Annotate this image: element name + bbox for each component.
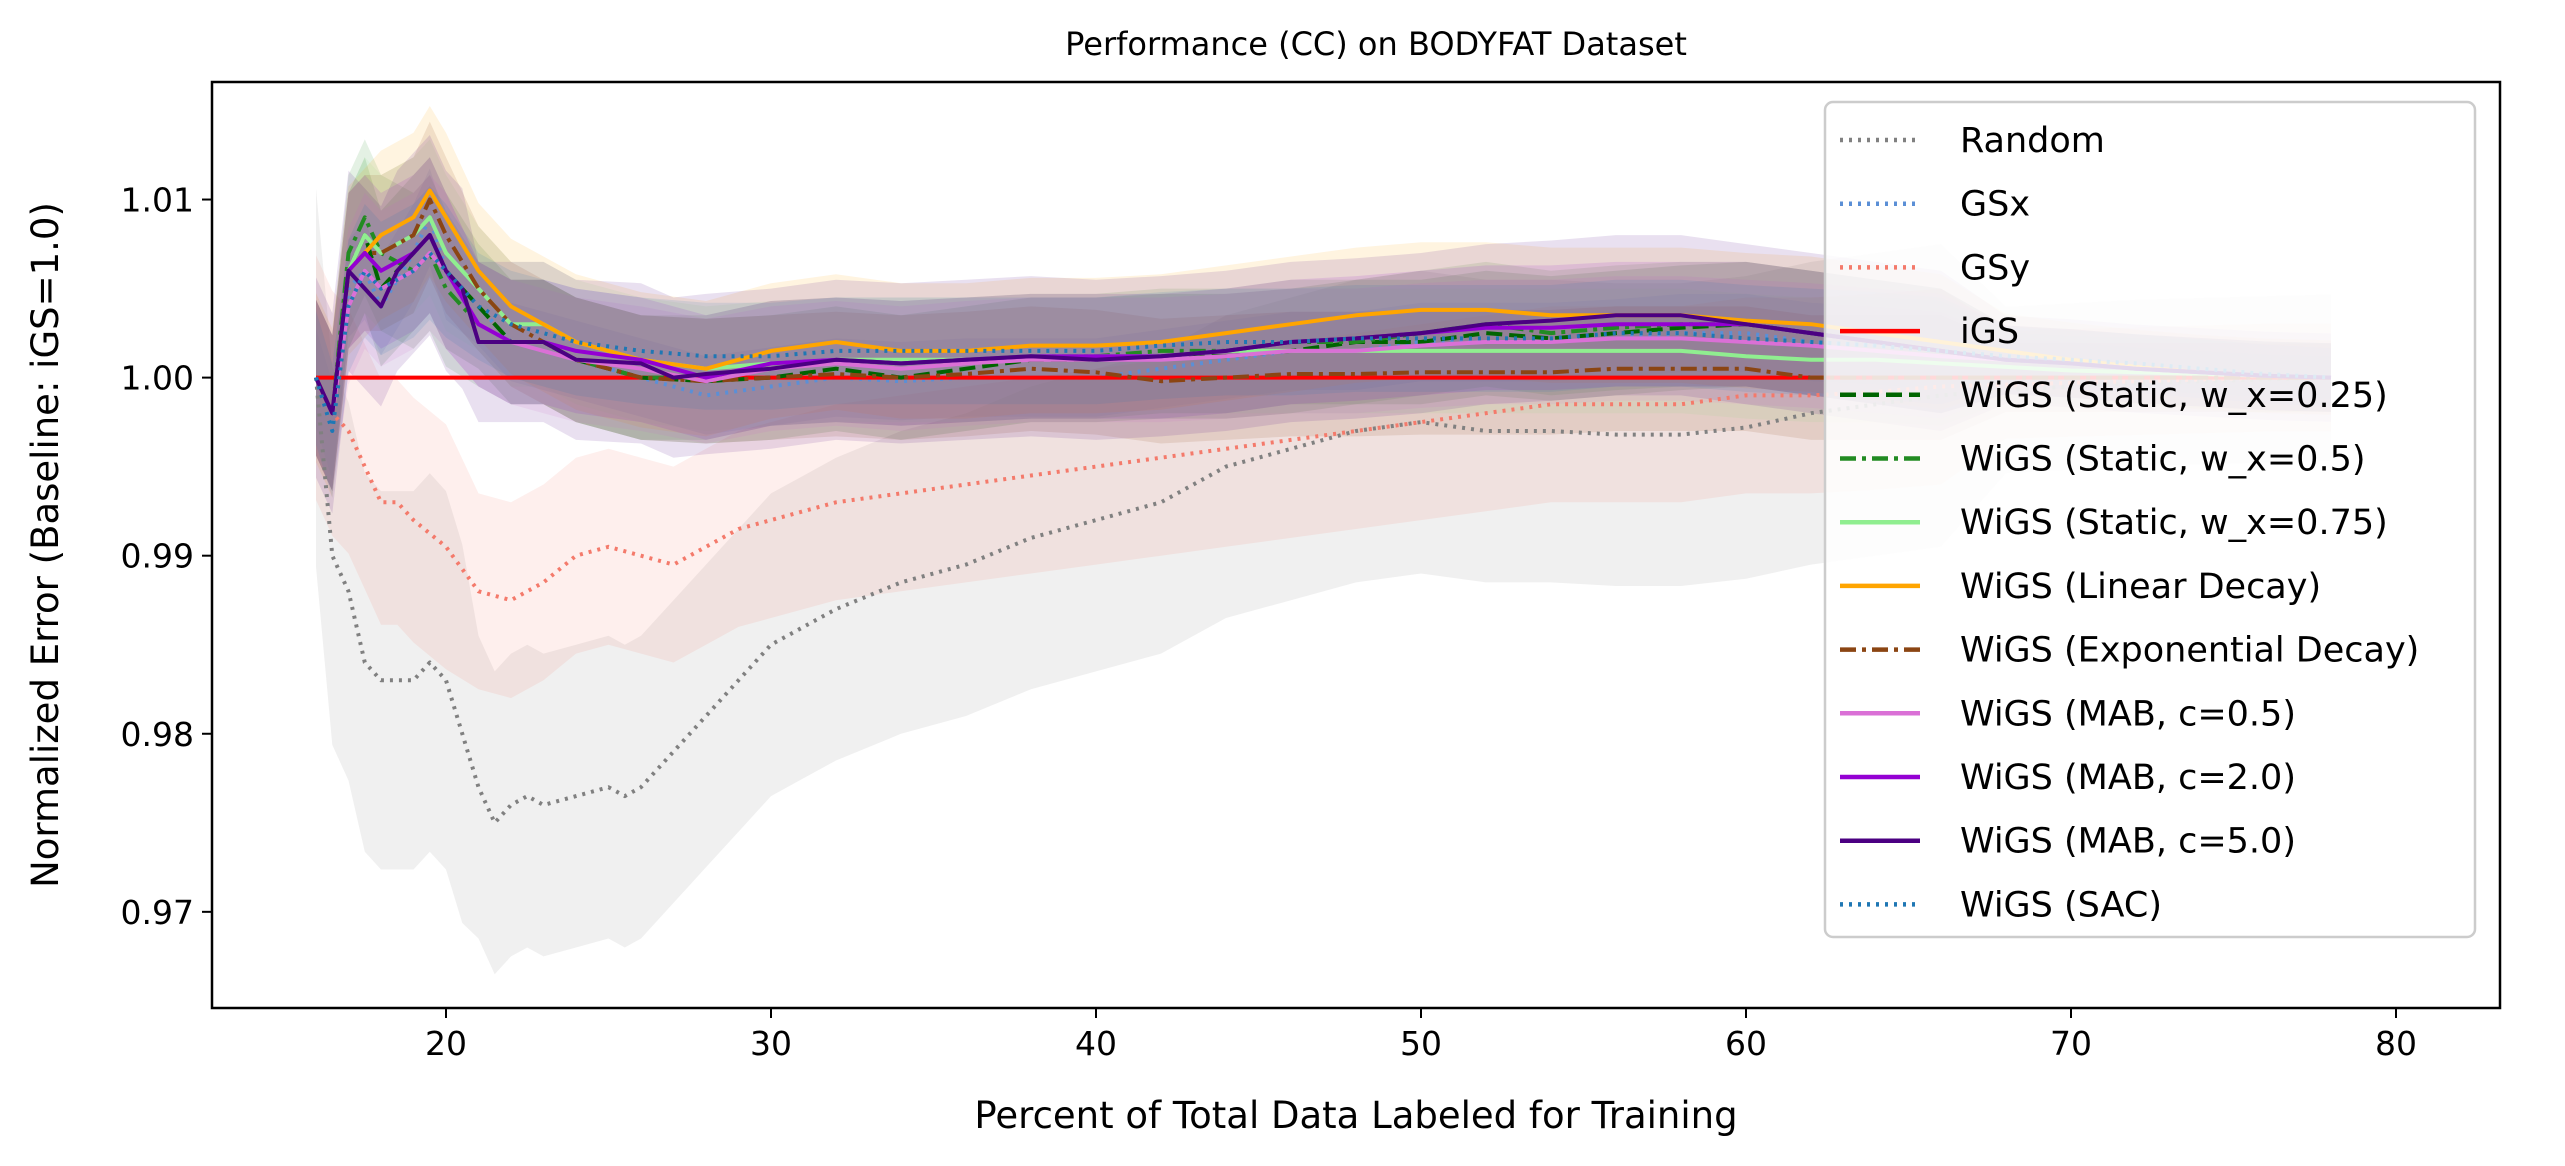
x-axis-ticks: 20 30 40 50 60 70 80 bbox=[425, 1008, 2417, 1063]
x-tick-label: 30 bbox=[750, 1024, 792, 1063]
legend-label: GSx bbox=[1960, 185, 2030, 225]
legend-label: iGS bbox=[1960, 312, 2019, 352]
x-axis-label: Percent of Total Data Labeled for Traini… bbox=[974, 1094, 1737, 1137]
band-wigs-linear-decay bbox=[316, 106, 2331, 498]
legend-label: WiGS (MAB, c=2.0) bbox=[1960, 758, 2296, 798]
legend-label: WiGS (MAB, c=0.5) bbox=[1960, 694, 2296, 734]
x-tick-label: 70 bbox=[2050, 1024, 2092, 1063]
y-tick-label: 1.00 bbox=[121, 359, 194, 398]
y-tick-label: 0.98 bbox=[121, 715, 194, 754]
legend-label: WiGS (Linear Decay) bbox=[1960, 567, 2321, 607]
x-tick-label: 40 bbox=[1075, 1024, 1117, 1063]
y-tick-label: 1.01 bbox=[121, 181, 194, 220]
legend: Random GSx GSy iGS WiGS (Static, w_x=0.25) Wi… bbox=[1823, 100, 2477, 939]
legend-label: WiGS (Static, w_x=0.75) bbox=[1960, 503, 2388, 543]
x-tick-label: 20 bbox=[425, 1024, 467, 1063]
x-tick-label: 80 bbox=[2375, 1024, 2417, 1063]
band-wigs-mab-c-2-0 bbox=[316, 157, 2331, 492]
legend-label: WiGS (Exponential Decay) bbox=[1960, 631, 2419, 671]
band-wigs-static-w-x-0-25 bbox=[316, 157, 2331, 492]
legend-label: WiGS (SAC) bbox=[1960, 885, 2162, 925]
legend-label: WiGS (MAB, c=5.0) bbox=[1960, 822, 2296, 862]
y-axis-ticks: 0.97 0.98 0.99 1.00 1.01 bbox=[121, 181, 212, 932]
legend-label: Random bbox=[1960, 121, 2105, 161]
plot-frame bbox=[210, 80, 2502, 1010]
series-line-wigs-sac bbox=[314, 251, 2332, 433]
x-tick-label: 60 bbox=[1725, 1024, 1767, 1063]
band-wigs-mab-c-5-0 bbox=[316, 135, 2331, 514]
y-tick-label: 0.97 bbox=[121, 893, 194, 932]
legend-label: WiGS (Static, w_x=0.5) bbox=[1960, 440, 2366, 480]
band-wigs-static-w-x-0-5 bbox=[316, 139, 2331, 492]
chart-title: Performance (CC) on BODYFAT Dataset bbox=[1065, 25, 1687, 63]
legend-label: GSy bbox=[1960, 248, 2030, 288]
legend-label: WiGS (Static, w_x=0.25) bbox=[1960, 376, 2388, 416]
series-line-random bbox=[314, 375, 2332, 825]
band-wigs-mab-c-0-5 bbox=[316, 175, 2331, 492]
y-tick-label: 0.99 bbox=[121, 537, 194, 576]
series-line-gsy bbox=[314, 375, 2331, 603]
y-axis-label: Normalized Error (Baseline: iGS=1.0) bbox=[24, 202, 67, 888]
band-gsx bbox=[316, 168, 2331, 480]
x-tick-label: 50 bbox=[1400, 1024, 1442, 1063]
legend-box bbox=[1823, 100, 2477, 939]
